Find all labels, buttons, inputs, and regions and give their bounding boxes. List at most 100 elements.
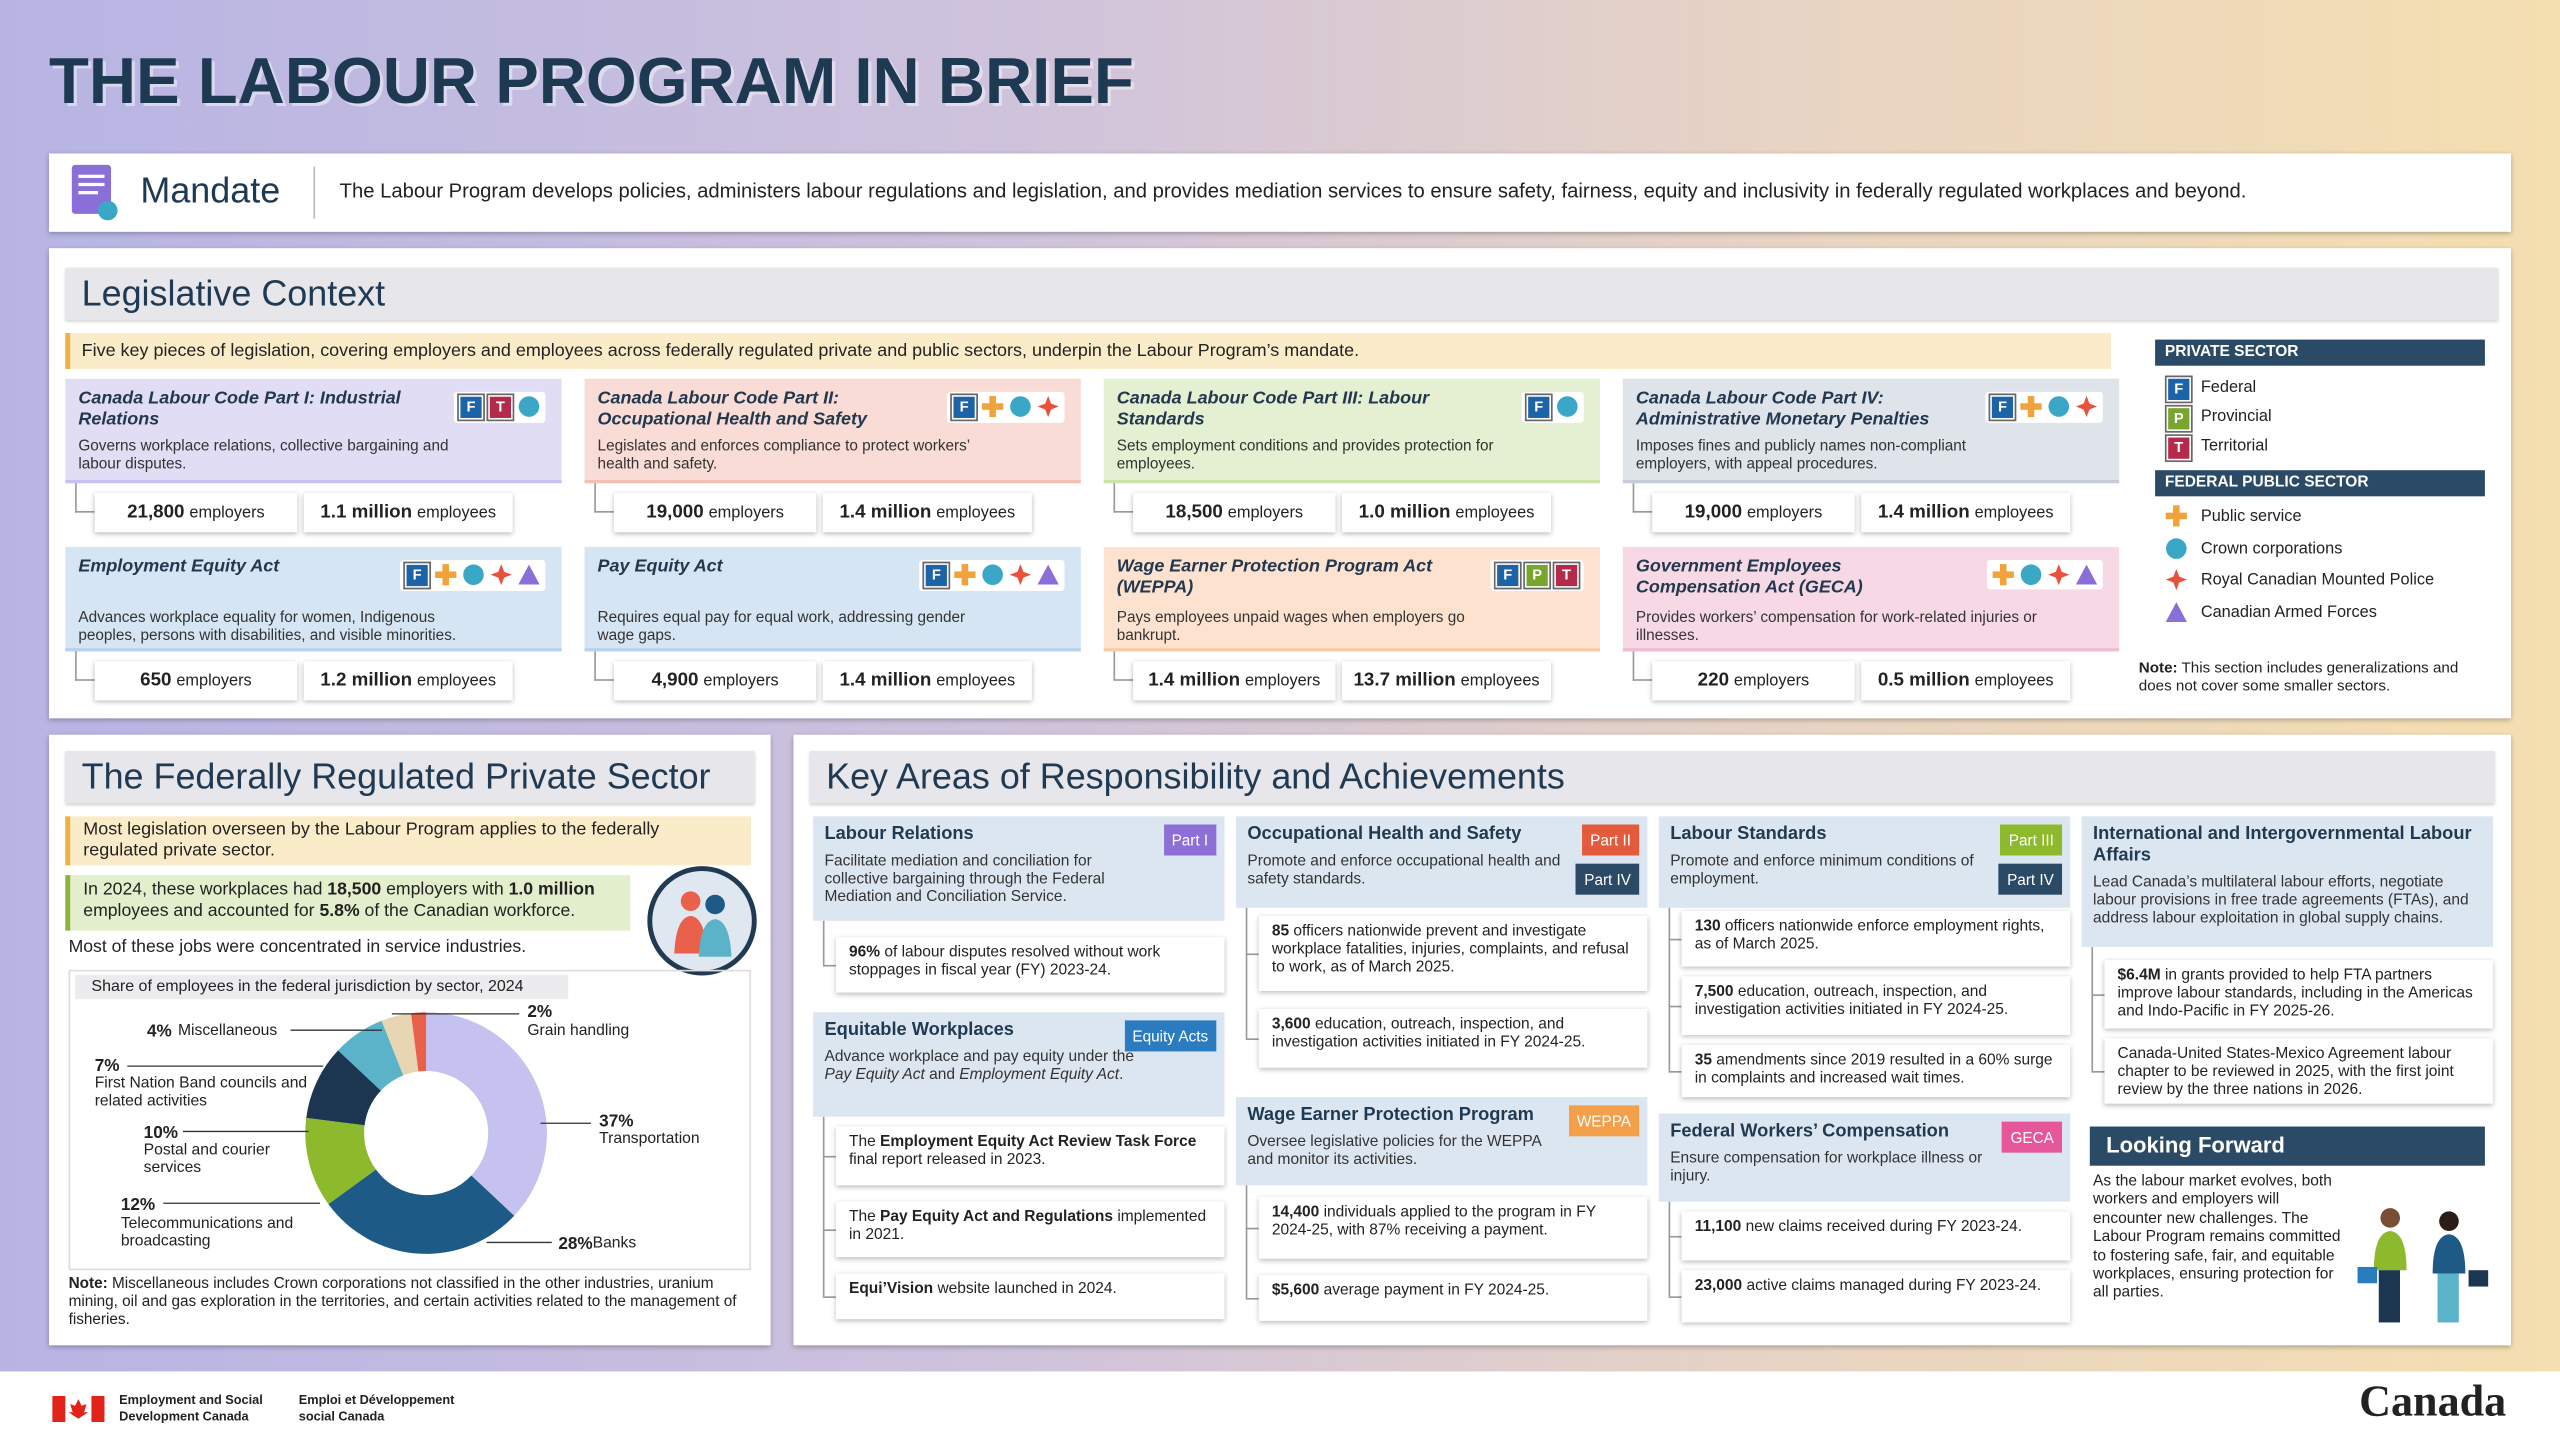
connector	[1668, 1071, 1682, 1073]
legend-label: Territorial	[2200, 437, 2268, 456]
slice-category-label: Telecommunications and broadcasting	[120, 1214, 294, 1251]
stat-box: 1.4 million employees	[822, 493, 1032, 533]
stat-box: 220 employers	[1652, 661, 1855, 701]
connector	[2091, 1071, 2105, 1073]
jurisdiction-badge: T	[1552, 561, 1581, 590]
plus-bar	[435, 571, 457, 578]
text-run: website launched in 2024.	[933, 1280, 1117, 1298]
slice-value-label: 10%	[143, 1123, 178, 1143]
act-description: Sets employment conditions and provides …	[1116, 435, 1494, 472]
people-illustration	[2357, 1208, 2489, 1323]
slice-value-label: 12%	[120, 1195, 156, 1215]
connector	[1632, 651, 1653, 681]
slice-value-label: 7%	[94, 1056, 120, 1076]
slice-value-label: 28%	[558, 1234, 593, 1254]
bold-run: Note:	[68, 1273, 108, 1292]
section-header: Labour Standards Promote and enforce mini…	[1658, 816, 2071, 908]
bold-run: 14,400	[1271, 1203, 1320, 1222]
jurisdiction-badge: F	[1493, 561, 1522, 590]
star-shape	[2048, 564, 2070, 586]
page-title: THE LABOUR PROGRAM IN BRIEF	[48, 45, 1134, 118]
concentration-text: Most of these jobs were concentrated in …	[68, 937, 527, 957]
connector	[1113, 651, 1134, 681]
connector	[594, 483, 614, 513]
doc-lines	[78, 174, 105, 178]
section-description: Promote and enforce minimum conditions o…	[1670, 852, 1974, 889]
text-run: final report released in 2023.	[848, 1151, 1046, 1170]
text-run: The	[848, 1208, 881, 1227]
circle-shape	[1557, 396, 1578, 417]
wordmark: Canada	[2359, 1376, 2507, 1426]
section-header-bar	[65, 267, 2498, 320]
mandate-divider	[313, 166, 316, 219]
bold-run: 96%	[848, 943, 881, 962]
text-run: This section includes generalizations an…	[2138, 659, 2459, 695]
stat-unit: employees	[936, 504, 1016, 523]
act-name: Government Employees Compensation Act (G…	[1635, 556, 1863, 598]
section-title: International and Intergovernmental Labo…	[2093, 824, 2472, 866]
circle-icon	[2048, 396, 2070, 417]
legend-label: Public service	[2200, 507, 2302, 526]
section-title: Equitable Workplaces	[824, 1020, 1014, 1040]
ring	[647, 866, 757, 976]
section-body: International and Intergovernmental Labo…	[2082, 816, 2493, 936]
plus-icon	[2165, 505, 2187, 527]
bold-run: 11,100	[1694, 1217, 1742, 1236]
triangle-shape	[1037, 564, 1059, 585]
plus-bar	[2165, 512, 2187, 520]
section-title: Federal Workers’ Compensation	[1670, 1121, 1950, 1142]
legend-header: PRIVATE SECTOR	[2155, 339, 2485, 366]
slice-value-label: 37%	[599, 1111, 634, 1132]
connector	[822, 920, 825, 965]
italic-run: Pay Equity Act	[824, 1066, 925, 1085]
circle-shape	[982, 564, 1003, 585]
connector	[75, 651, 95, 681]
bold-run: Pay Equity Act and Regulations	[880, 1208, 1114, 1227]
stat-unit: employees	[1460, 672, 1540, 691]
plus-icon	[982, 395, 1004, 418]
badge-group: F	[1985, 391, 2103, 423]
stat-unit: employers	[1227, 504, 1304, 523]
text-run: new claims received during FY 2023-24.	[1741, 1217, 2023, 1236]
achievement: Equi’Vision website launched in 2024.	[835, 1273, 1225, 1320]
achievement: The Employment Equity Act Review Task Fo…	[835, 1126, 1225, 1186]
jurisdiction-badge: F	[2164, 375, 2193, 404]
act-name: Canada Labour Code Part III: Labour Stan…	[1116, 388, 1430, 430]
act-name: Wage Earner Protection Program Act (WEPP…	[1116, 556, 1433, 598]
act-card: Employment Equity Act Advances workplace …	[65, 546, 562, 652]
circle-shape	[2166, 537, 2187, 559]
achievement: 14,400 individuals applied to the progra…	[1258, 1196, 1648, 1259]
stat-value: 21,800	[127, 502, 185, 523]
bold-run: 85	[1271, 922, 1290, 941]
bag	[2468, 1270, 2489, 1287]
slice-category-label: Banks	[592, 1234, 637, 1253]
legend-label: Crown corporations	[2200, 539, 2343, 558]
mandate-label: Mandate	[140, 169, 281, 211]
stat-unit: employers	[703, 672, 779, 691]
stat-value: 650	[140, 671, 172, 691]
bold-run: Employment Equity Act Review Task Force	[880, 1133, 1197, 1152]
act-description: Provides workers’ compensation for work-…	[1635, 607, 2037, 644]
stat-box: 18,500 employers	[1133, 493, 1336, 533]
section-body: Labour Relations Facilitate mediation and…	[813, 816, 1224, 915]
connector	[1668, 1235, 1682, 1238]
section-tag: Part IV	[1576, 863, 1640, 895]
achievement: 3,600 education, outreach, inspection, a…	[1258, 1008, 1648, 1068]
text-run: Advance workplace and pay equity under t…	[824, 1047, 1135, 1066]
slice-category-label: Grain handling	[527, 1022, 630, 1040]
text-run: In 2024, these workplaces had	[83, 879, 328, 900]
section-header-bar	[65, 751, 755, 804]
stat-value: 18,500	[1165, 502, 1223, 523]
highlight-box: In 2024, these workplaces had 18,500 emp…	[65, 875, 631, 931]
achievement: 7,500 education, outreach, inspection, a…	[1681, 976, 2071, 1036]
section-body: Equitable Workplaces Advance workplace an…	[813, 1012, 1224, 1092]
connector	[1245, 907, 1248, 1039]
jurisdiction-badge: T	[2164, 434, 2193, 463]
plus-icon	[2020, 395, 2042, 418]
stat-unit: employees	[1974, 504, 2054, 523]
legend-label: Provincial	[2200, 408, 2272, 427]
badge-group: F	[1521, 391, 1584, 423]
stat-unit: employers	[1244, 672, 1321, 691]
slice-category-label: Miscellaneous	[177, 1022, 278, 1040]
